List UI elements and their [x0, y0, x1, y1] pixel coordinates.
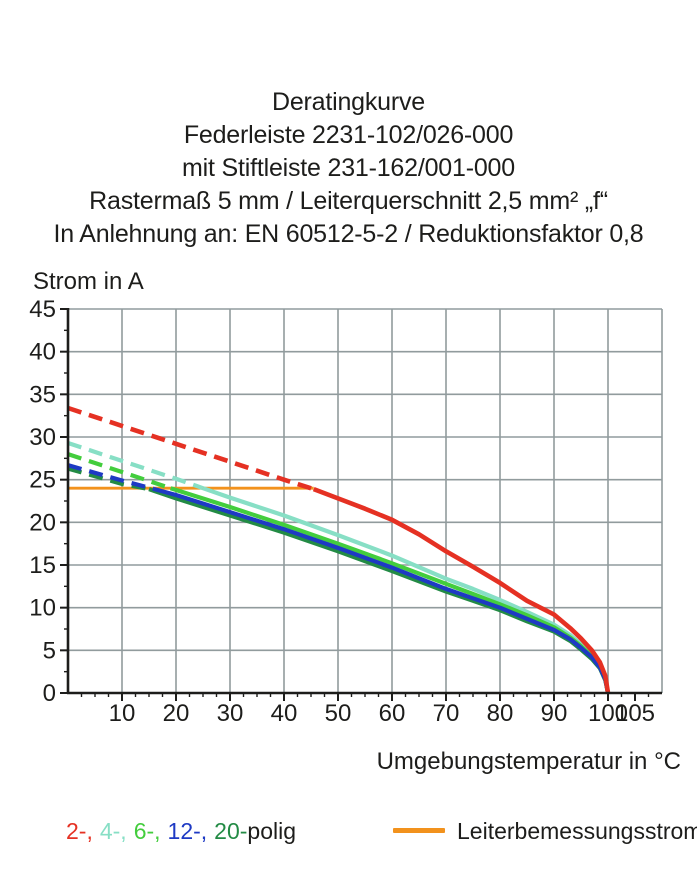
- legend-poles-group: 2-, 4-, 6-, 12-, 20-polig: [66, 818, 296, 845]
- y-axis-title: Strom in A: [33, 268, 144, 295]
- y-tick-label: 5: [43, 637, 56, 664]
- chart-plot-area: 10 20 30 40 50 60 70 80 90 100 105 0 5 10 15 20 25 30 35 40…: [0, 280, 697, 740]
- curves: [67, 405, 611, 694]
- x-tick-label: 50: [325, 700, 352, 727]
- x-tick-label: 105: [615, 700, 655, 727]
- x-tick-label: 30: [217, 700, 244, 727]
- y-tick-label: 25: [29, 467, 56, 494]
- y-tick-label: 0: [43, 680, 56, 707]
- x-tick-label: 40: [271, 700, 298, 727]
- legend-pole-label: 12-,: [167, 818, 208, 844]
- x-tick-label: 80: [487, 700, 514, 727]
- x-axis-title: Umgebungstemperatur in °C: [376, 748, 681, 775]
- y-tick-label: 30: [29, 424, 56, 451]
- curve-2-polig: [312, 486, 611, 694]
- x-tick-label: 70: [433, 700, 460, 727]
- curve-12-polig-dashed: [67, 463, 155, 492]
- y-tick-label: 15: [29, 552, 56, 579]
- legend-pole-label: 6-,: [133, 818, 161, 844]
- y-tick-label: 20: [29, 509, 56, 536]
- curve-6-polig-dashed: [67, 452, 172, 491]
- legend-pole-label: 2-,: [66, 818, 93, 844]
- title-line-2: Federleiste 2231-102/026-000: [183, 121, 514, 149]
- y-tick-label: 10: [29, 595, 56, 622]
- curve-2-polig-dashed: [67, 405, 315, 492]
- x-tick-label: 60: [379, 700, 406, 727]
- legend-pole-label: 20-: [214, 818, 248, 844]
- title-line-1: Deratingkurve: [271, 88, 426, 116]
- legend-poles-suffix: polig: [247, 818, 297, 844]
- y-tick-label: 35: [29, 381, 56, 408]
- curve-12-polig: [153, 487, 611, 694]
- legend-row: 2-, 4-, 6-, 12-, 20-polig Leiterbemessungsst…: [0, 818, 697, 852]
- axes: [60, 308, 662, 701]
- x-tick-label: 90: [541, 700, 568, 727]
- legend-pole-label: 4-,: [99, 818, 127, 844]
- title-line-5: In Anlehnung an: EN 60512-5-2 / Reduktio…: [53, 220, 644, 248]
- legend-pole-labels: 2-, 4-, 6-, 12-, 20-: [66, 818, 247, 844]
- title-line-4: Rastermaß 5 mm / Leiterquerschnitt 2,5 m…: [89, 187, 608, 215]
- rated-current-label: Leiterbemessungsstrom: [457, 818, 697, 844]
- x-tick-label: 100: [588, 700, 628, 727]
- rated-current-line-swatch: [393, 828, 445, 834]
- y-tick-label: 45: [29, 296, 56, 323]
- title-line-3: mit Stiftleiste 231-162/001-000: [182, 154, 515, 182]
- y-tick-label: 40: [29, 339, 56, 366]
- legend-rated-group: Leiterbemessungsstrom: [393, 818, 697, 845]
- x-tick-label: 10: [109, 700, 136, 727]
- x-tick-label: 20: [163, 700, 190, 727]
- curve-20-polig: [148, 487, 611, 694]
- chart-title-block: Deratingkurve Federleiste 2231-102/026-0…: [0, 86, 697, 251]
- grid-lines: [68, 308, 663, 693]
- curve-4-polig-dashed: [67, 441, 204, 491]
